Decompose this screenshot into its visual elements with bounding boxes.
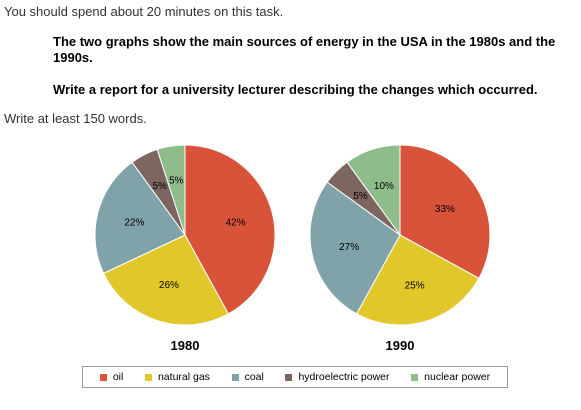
legend-swatch-natural-gas xyxy=(144,373,152,381)
legend-item-nuclear-power: nuclear power xyxy=(411,371,490,383)
legend-item-oil: oil xyxy=(99,371,124,383)
pie-label-1980-nuclear-power: 5% xyxy=(169,175,184,186)
pie-title-1990: 1990 xyxy=(386,338,415,353)
pie-label-1990-nuclear-power: 10% xyxy=(374,181,394,192)
legend-swatch-oil xyxy=(99,373,107,381)
pie-label-1990-natural-gas: 25% xyxy=(405,281,425,292)
pie-label-1980-hydroelectric-power: 5% xyxy=(152,181,167,192)
pie-title-1980: 1980 xyxy=(171,338,200,353)
legend-label-nuclear-power: nuclear power xyxy=(424,371,491,383)
task-prompt-instruction: Write a report for a university lecturer… xyxy=(53,82,538,97)
pie-label-1980-oil: 42% xyxy=(226,218,246,229)
pie-slice-1980-coal xyxy=(94,161,186,274)
legend-label-hydroelectric-power: hydroelectric power xyxy=(298,371,390,383)
pie-label-1990-hydroelectric-power: 5% xyxy=(353,191,368,202)
pie-slice-1980-oil xyxy=(184,144,276,315)
legend-swatch-hydroelectric-power xyxy=(285,373,293,381)
task-prompt-description: The two graphs show the main sources of … xyxy=(53,34,556,65)
legend-swatch-nuclear-power xyxy=(411,373,419,381)
word-count-requirement: Write at least 150 words. xyxy=(4,111,147,126)
legend-item-natural-gas: natural gas xyxy=(144,371,210,383)
pie-slice-1990-nuclear-power xyxy=(346,144,401,237)
chart-legend: oil natural gas coal hydroelectric power… xyxy=(82,366,508,388)
pie-slice-1980-nuclear-power xyxy=(156,144,186,236)
pie-slice-1990-natural-gas xyxy=(355,234,480,326)
legend-swatch-coal xyxy=(231,373,239,381)
pie-label-1990-oil: 33% xyxy=(435,204,455,215)
legend-item-coal: coal xyxy=(231,371,264,383)
pie-slice-1980-natural-gas xyxy=(102,234,230,326)
legend-label-coal: coal xyxy=(244,371,264,383)
pie-label-1980-coal: 22% xyxy=(124,218,144,229)
pie-slice-1990-oil xyxy=(399,144,491,280)
pie-slice-1990-coal xyxy=(309,181,401,315)
task-intro: You should spend about 20 minutes on thi… xyxy=(4,4,284,19)
legend-label-natural-gas: natural gas xyxy=(157,371,210,383)
legend-item-hydroelectric-power: hydroelectric power xyxy=(285,371,390,383)
legend-label-oil: oil xyxy=(112,371,124,383)
pie-label-1980-natural-gas: 26% xyxy=(159,280,179,291)
pie-label-1990-coal: 27% xyxy=(339,242,359,253)
